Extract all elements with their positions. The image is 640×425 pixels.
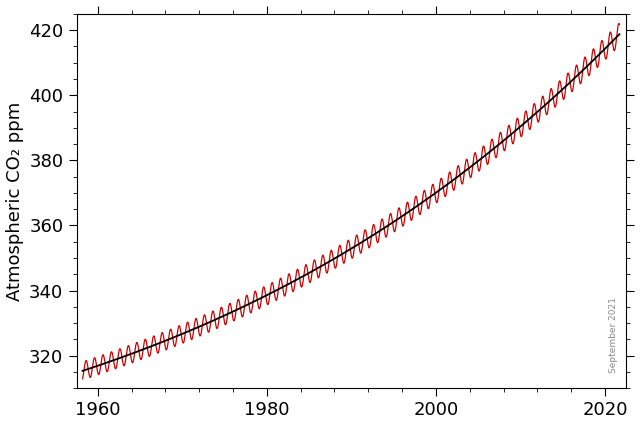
- Y-axis label: Atmospheric CO₂ ppm: Atmospheric CO₂ ppm: [6, 102, 24, 301]
- Text: September 2021: September 2021: [609, 298, 618, 373]
